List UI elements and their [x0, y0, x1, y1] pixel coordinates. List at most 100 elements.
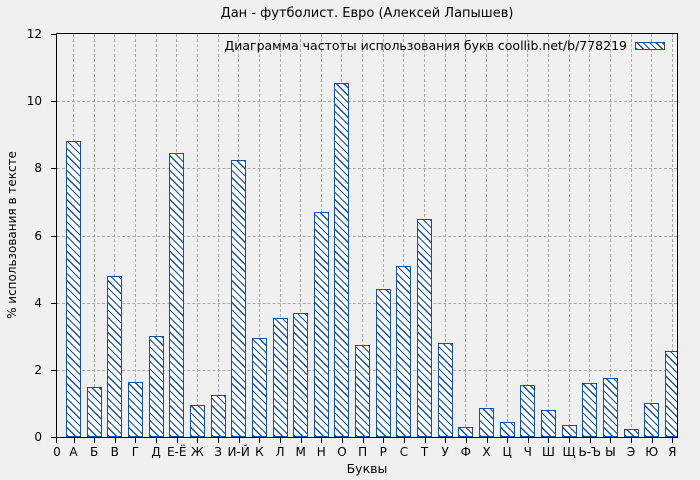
bar-Ж	[189, 405, 205, 437]
bar-Т	[417, 218, 433, 437]
x-gridline	[93, 34, 95, 437]
x-tick-label-origin: 0	[53, 445, 61, 459]
y-tick-mark	[51, 34, 56, 35]
x-gridline	[279, 34, 281, 437]
y-tick-label: 4	[34, 295, 42, 310]
y-tick-mark	[51, 235, 56, 237]
legend-key-swatch	[635, 41, 665, 50]
x-tick-label: Х	[482, 445, 491, 459]
bar-Р	[375, 289, 391, 437]
y-gridline	[57, 101, 677, 103]
x-tick-mark	[507, 438, 509, 443]
x-gridline	[651, 34, 653, 437]
x-gridline	[547, 34, 549, 437]
x-tick-label: Н	[316, 445, 326, 459]
y-tick-label: 8	[34, 161, 42, 176]
x-tick-mark	[631, 438, 633, 443]
x-tick-label: Ж	[190, 445, 204, 459]
x-tick-mark	[589, 438, 591, 443]
x-tick-label: Ч	[523, 445, 532, 459]
x-gridline	[589, 34, 591, 437]
legend-label: Диаграмма частоты использования букв coo…	[224, 38, 627, 53]
bar-Г	[127, 381, 143, 437]
x-tick-mark	[362, 438, 364, 443]
bar-С	[396, 265, 412, 437]
bar-О	[334, 82, 350, 437]
chart-title: Дан - футболист. Евро (Алексей Лапышев)	[220, 6, 514, 21]
bar-Ь-Ъ	[582, 383, 598, 437]
x-gridline	[196, 34, 198, 437]
x-tick-label: Д	[151, 445, 161, 459]
bar-Н	[313, 212, 329, 437]
y-tick-mark	[51, 302, 56, 304]
x-tick-mark	[569, 438, 571, 443]
x-gridline	[609, 34, 611, 437]
y-tick-mark	[51, 437, 56, 438]
x-gridline	[671, 34, 673, 437]
bar-Ф	[458, 426, 474, 437]
x-tick-mark	[56, 438, 57, 443]
x-tick-mark	[259, 438, 261, 443]
x-tick-mark	[610, 438, 612, 443]
x-tick-mark	[73, 438, 75, 443]
x-tick-label: Щ	[562, 445, 576, 459]
x-tick-label: Ь-Ъ	[578, 445, 602, 459]
x-tick-label: Т	[420, 445, 429, 459]
x-tick-label: Г	[131, 445, 140, 459]
y-tick-label: 2	[34, 362, 42, 377]
y-tick-mark	[51, 101, 56, 103]
bar-Х	[479, 408, 494, 437]
bar-Я	[664, 351, 677, 437]
x-tick-mark	[548, 438, 550, 443]
y-gridline	[57, 168, 677, 170]
bar-Ч	[520, 384, 536, 437]
x-tick-label: О	[337, 445, 347, 459]
x-tick-label: З	[214, 445, 222, 459]
x-tick-mark	[527, 438, 529, 443]
x-axis-label: Буквы	[346, 461, 388, 476]
x-gridline	[300, 34, 302, 437]
x-tick-label: А	[69, 445, 78, 459]
x-tick-mark	[424, 438, 426, 443]
bar-П	[355, 344, 371, 437]
x-tick-mark	[445, 438, 447, 443]
bar-Ц	[499, 421, 515, 437]
x-gridline	[134, 34, 136, 437]
x-tick-mark	[321, 438, 323, 443]
x-tick-label: У	[441, 445, 449, 459]
x-tick-mark	[218, 438, 220, 443]
x-gridline	[506, 34, 508, 437]
y-gridline	[57, 302, 677, 304]
bar-Ы	[602, 378, 618, 437]
bar-В	[107, 275, 123, 437]
x-tick-label: М	[295, 445, 306, 459]
bar-Л	[272, 317, 288, 437]
x-gridline	[258, 34, 260, 437]
x-gridline	[486, 34, 487, 437]
x-tick-label: Ш	[542, 445, 555, 459]
x-tick-label: К	[255, 445, 264, 459]
x-tick-label: Б	[90, 445, 99, 459]
x-tick-label: Э	[626, 445, 636, 459]
y-tick-label: 0	[34, 430, 42, 444]
x-tick-label: Ю	[645, 445, 659, 459]
bar-Э	[623, 428, 639, 437]
x-tick-mark	[135, 438, 137, 443]
x-tick-label: П	[358, 445, 368, 459]
x-tick-label: Я	[668, 445, 677, 459]
x-gridline	[217, 34, 219, 437]
bar-Д	[148, 336, 164, 437]
x-tick-mark	[280, 438, 281, 443]
x-gridline	[362, 34, 364, 437]
y-tick-label: 10	[26, 94, 42, 109]
x-gridline	[444, 34, 446, 437]
x-tick-label: Е-Ё	[167, 445, 187, 459]
bar-К	[251, 337, 267, 437]
bar-А	[66, 141, 81, 437]
x-gridline	[114, 34, 116, 437]
x-tick-mark	[486, 438, 488, 443]
bar-З	[210, 395, 226, 437]
x-gridline	[465, 34, 467, 437]
x-gridline	[382, 34, 384, 437]
y-tick-mark	[51, 168, 56, 170]
